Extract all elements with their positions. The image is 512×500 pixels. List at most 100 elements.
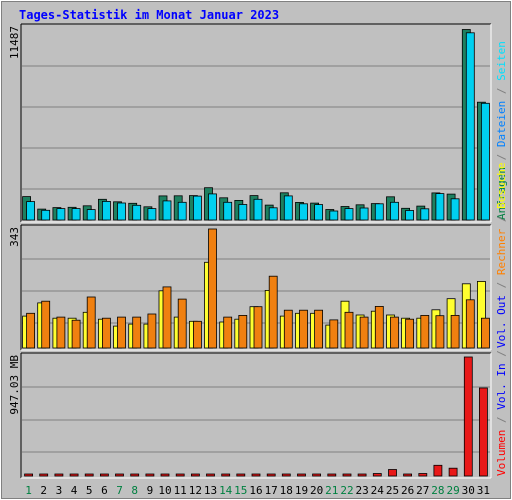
bar-volumen — [206, 473, 215, 477]
bar-rechner — [359, 316, 369, 349]
bar-volumen — [175, 473, 185, 477]
bar-volumen — [327, 473, 337, 477]
bar-seiten — [480, 102, 490, 221]
y-max-label: 343 — [8, 227, 21, 247]
bar-volumen — [463, 356, 473, 477]
bar-volumen — [100, 473, 109, 477]
bar-volumen — [160, 473, 170, 477]
bar-seiten — [465, 32, 475, 221]
bar-rechner — [41, 300, 51, 349]
bar-rechner — [162, 286, 172, 349]
bar-volumen — [418, 473, 428, 477]
bar-seiten — [132, 204, 142, 221]
bar-seiten — [26, 201, 36, 221]
bar-volumen — [357, 473, 367, 477]
x-tick-label: 25 — [386, 484, 399, 497]
x-tick-label: 26 — [401, 484, 414, 497]
bar-seiten — [435, 193, 445, 221]
bar-seiten — [299, 203, 308, 221]
x-tick-label: 29 — [446, 484, 459, 497]
bar-volumen — [130, 473, 140, 477]
bar-seiten — [41, 209, 51, 221]
bar-seiten — [314, 204, 324, 221]
bar-rechner — [86, 296, 96, 349]
panel-middle: 343 Vol. Out / Rechner / Besuche — [8, 163, 508, 351]
legend-entry: / — [495, 410, 508, 430]
legend-entry: Anfragen — [495, 167, 508, 220]
bar-rechner — [450, 314, 460, 349]
x-tick-label: 28 — [431, 484, 444, 497]
bar-rechner — [71, 319, 81, 349]
bar-rechner — [465, 299, 475, 349]
bar-rechner — [147, 313, 157, 349]
bar-seiten — [117, 202, 126, 221]
y-max-label: 947.03 MB — [8, 355, 21, 415]
bar-seiten — [405, 210, 415, 221]
bar-seiten — [374, 203, 384, 221]
chart-title: Tages-Statistik im Monat Januar 2023 — [19, 8, 280, 22]
legend-entry: Besuche — [495, 163, 508, 209]
x-tick-label: 21 — [325, 484, 338, 497]
panel-bottom: 947.03 MB Volumen / Vol. In / — [8, 350, 508, 479]
bar-rechner — [314, 309, 324, 349]
series-legend: Anfragen / Dateien / Seiten — [495, 41, 508, 220]
bar-rechner — [329, 319, 339, 349]
bar-seiten — [162, 200, 172, 221]
x-tick-label: 8 — [131, 484, 138, 497]
bar-volumen — [342, 473, 352, 477]
bar-seiten — [238, 204, 248, 221]
bar-seiten — [329, 210, 339, 221]
bar-seiten — [102, 200, 111, 221]
y-max-label: 11487 — [8, 26, 21, 59]
x-tick-label: 27 — [416, 484, 429, 497]
bar-rechner — [299, 309, 308, 349]
bar-rechner — [283, 309, 293, 349]
bar-rechner — [238, 314, 248, 349]
bar-volumen — [145, 473, 155, 477]
bar-volumen — [39, 473, 49, 477]
bar-rechner — [102, 317, 111, 349]
bar-volumen — [448, 467, 458, 477]
series-legend: Vol. Out / Rechner / Besuche — [495, 163, 508, 348]
x-tick-label: 6 — [101, 484, 108, 497]
x-tick-label: 16 — [249, 484, 262, 497]
series-legend: Volumen / Vol. In / — [495, 350, 508, 476]
bar-volumen — [115, 473, 124, 477]
x-tick-label: 23 — [355, 484, 368, 497]
x-tick-label: 30 — [462, 484, 475, 497]
bar-seiten — [223, 201, 233, 221]
bar-seiten — [390, 201, 399, 221]
bar-volumen — [54, 473, 64, 477]
legend-entry: Vol. In — [495, 363, 508, 409]
bar-rechner — [132, 316, 142, 349]
bar-seiten — [268, 207, 278, 221]
bar-volumen — [388, 469, 397, 477]
bar-seiten — [450, 198, 460, 221]
bar-seiten — [56, 208, 66, 221]
x-tick-label: 14 — [219, 484, 233, 497]
legend-entry: / — [495, 209, 508, 229]
x-tick-label: 1 — [25, 484, 32, 497]
x-tick-label: 7 — [116, 484, 123, 497]
x-tick-label: 31 — [477, 484, 490, 497]
legend-entry: Dateien — [495, 101, 508, 147]
bar-volumen — [297, 473, 306, 477]
x-tick-label: 5 — [86, 484, 93, 497]
bar-volumen — [266, 473, 276, 477]
bar-rechner — [56, 316, 66, 349]
bar-rechner — [435, 315, 445, 349]
legend-entry: / — [495, 275, 508, 295]
bar-rechner — [253, 306, 263, 349]
bar-volumen — [84, 473, 94, 477]
bar-seiten — [253, 198, 263, 221]
bar-volumen — [221, 473, 231, 477]
legend-entry: / — [495, 81, 508, 101]
legend-entry: / — [495, 147, 508, 167]
x-tick-label: 3 — [56, 484, 63, 497]
bar-volumen — [403, 473, 413, 477]
x-tick-label: 9 — [147, 484, 154, 497]
bar-volumen — [190, 473, 200, 477]
x-tick-label: 2 — [40, 484, 47, 497]
